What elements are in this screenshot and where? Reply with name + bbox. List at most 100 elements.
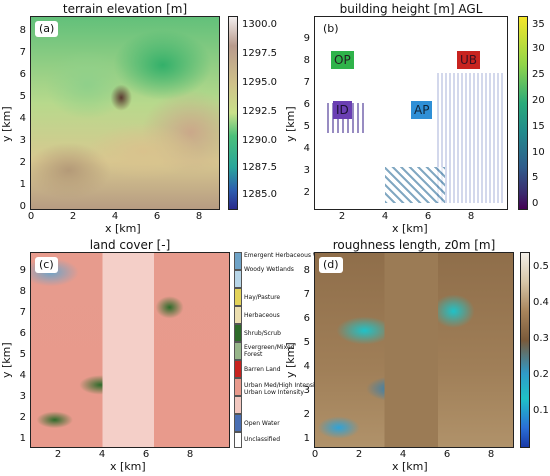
airport-building-cluster <box>385 167 445 203</box>
x-tick: 4 <box>399 449 407 460</box>
x-tick: 4 <box>381 211 389 222</box>
colorbar-tick: 1292.5 <box>242 106 277 117</box>
building-height-map: (b) OP UB ID AP <box>314 16 508 210</box>
legend-swatch <box>234 414 242 432</box>
y-tick: 6 <box>303 99 310 110</box>
x-tick: 6 <box>142 449 150 460</box>
x-tick: 2 <box>69 211 77 222</box>
y-tick: 2 <box>19 157 26 168</box>
y-tick: 8 <box>303 55 310 66</box>
colorbar-tick: 1287.5 <box>242 162 277 173</box>
site-label-op: OP <box>331 51 354 69</box>
legend-label: Urban Low Intensity <box>244 389 304 396</box>
y-tick: 2 <box>303 187 310 198</box>
site-label-text: AP <box>414 103 430 117</box>
legend-swatch <box>234 360 242 378</box>
legend-label: Unclassified <box>244 436 281 443</box>
x-tick: 8 <box>186 449 194 460</box>
panel-tag: (a) <box>35 21 59 37</box>
x-tick: 2 <box>355 449 363 460</box>
colorbar-tick: 15 <box>532 121 545 132</box>
x-tick: 0 <box>311 449 319 460</box>
y-tick: 7 <box>303 289 310 300</box>
colorbar-tick: 0.2 <box>533 369 549 380</box>
y-tick: 0 <box>19 201 26 212</box>
colorbar-tick: 10 <box>532 147 545 158</box>
site-label-text: UB <box>460 53 478 67</box>
x-tick: 6 <box>424 211 432 222</box>
x-tick: 6 <box>443 449 451 460</box>
colorbar-tick: 0.4 <box>533 297 549 308</box>
legend-swatch <box>234 378 242 396</box>
x-tick: 8 <box>467 211 475 222</box>
y-tick: 5 <box>19 349 26 360</box>
x-tick: 4 <box>98 449 106 460</box>
y-tick: 9 <box>303 33 310 44</box>
y-tick: 1 <box>19 433 26 444</box>
y-tick: 6 <box>19 69 26 80</box>
y-tick: 8 <box>303 265 310 276</box>
legend-label: Open Water <box>244 420 280 427</box>
y-axis-label: y [km] <box>284 342 297 378</box>
legend-label: Hay/Pasture <box>244 294 281 301</box>
y-tick: 5 <box>303 337 310 348</box>
y-tick: 4 <box>303 143 310 154</box>
site-label-text: ID <box>336 103 349 117</box>
x-tick: 0 <box>27 211 35 222</box>
x-tick: 4 <box>111 211 119 222</box>
y-tick: 5 <box>19 91 26 102</box>
y-tick: 4 <box>303 361 310 372</box>
site-label-id: ID <box>333 101 352 119</box>
y-tick: 2 <box>19 412 26 423</box>
urban-building-cluster <box>437 73 505 203</box>
roughness-colorbar <box>520 252 530 448</box>
colorbar-tick: 1295.0 <box>242 77 277 88</box>
legend-swatch <box>234 270 242 288</box>
y-tick: 7 <box>19 307 26 318</box>
y-tick: 3 <box>303 165 310 176</box>
y-tick: 8 <box>19 25 26 36</box>
y-tick: 3 <box>303 385 310 396</box>
y-tick: 3 <box>19 135 26 146</box>
colorbar-tick: 1297.5 <box>242 48 277 59</box>
land-cover-map: (c) <box>30 252 230 448</box>
x-tick: 2 <box>54 449 62 460</box>
x-axis-label: x [km] <box>392 222 428 235</box>
y-axis-label: y [km] <box>0 342 13 378</box>
x-axis-label: x [km] <box>105 222 141 235</box>
colorbar-tick: 1285.0 <box>242 189 277 200</box>
colorbar-tick: 20 <box>532 95 545 106</box>
y-tick: 6 <box>303 313 310 324</box>
site-label-text: OP <box>334 53 351 67</box>
legend-label: Herbaceous <box>244 312 280 319</box>
panel-tag: (d) <box>319 257 343 273</box>
y-tick: 3 <box>19 391 26 402</box>
y-tick: 7 <box>303 77 310 88</box>
legend-label: Shrub/Scrub <box>244 330 281 337</box>
colorbar-tick: 0.1 <box>533 405 549 416</box>
legend-swatch <box>234 252 242 270</box>
colorbar-tick: 0.5 <box>533 261 549 272</box>
legend-swatch <box>234 306 242 324</box>
y-tick: 8 <box>19 286 26 297</box>
y-tick: 1 <box>19 179 26 190</box>
y-tick: 4 <box>19 370 26 381</box>
terrain-elevation-map: (a) <box>30 16 220 210</box>
y-tick: 6 <box>19 328 26 339</box>
y-tick: 4 <box>19 113 26 124</box>
colorbar-tick: 35 <box>532 19 545 30</box>
colorbar-tick: 30 <box>532 43 545 54</box>
legend-label: Urban Med/High Intensity <box>244 382 321 389</box>
y-tick: 2 <box>303 409 310 420</box>
colorbar-tick: 25 <box>532 69 545 80</box>
colorbar-tick: 5 <box>532 172 539 183</box>
y-tick: 5 <box>303 121 310 132</box>
panel-title: building height [m] AGL <box>339 2 483 16</box>
colorbar-tick: 0 <box>532 198 539 209</box>
legend-swatch <box>234 324 242 342</box>
panel-tag: (b) <box>319 21 343 37</box>
panel-title: terrain elevation [m] <box>62 2 188 16</box>
x-tick: 8 <box>195 211 203 222</box>
terrain-colorbar <box>228 16 238 210</box>
colorbar-tick: 1290.0 <box>242 135 277 146</box>
